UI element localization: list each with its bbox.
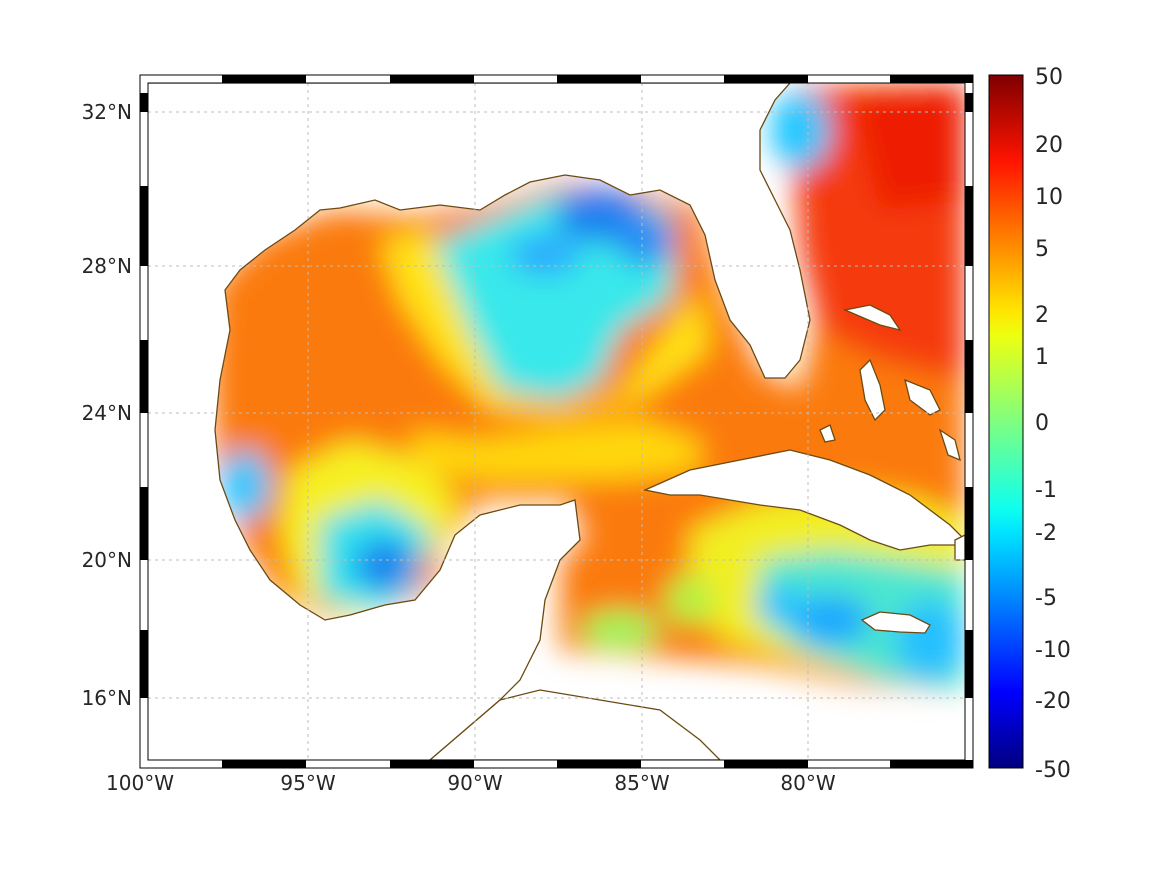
y-axis-ticks: 32°N 28°N 24°N 20°N 16°N — [82, 100, 132, 710]
map-frame — [139, 74, 974, 769]
colorbar-tick-label: -10 — [1035, 638, 1071, 663]
y-tick-label: 32°N — [82, 100, 132, 124]
colorbar-tick-label: -2 — [1035, 521, 1057, 546]
colorbar-tick-label: -5 — [1035, 586, 1057, 611]
colorbar-ticks: 50 20 10 5 2 1 0 -1 -2 -5 -10 -20 -50 — [1035, 65, 1071, 783]
y-tick-label: 24°N — [82, 401, 132, 425]
colorbar-tick-label: 10 — [1035, 185, 1063, 210]
x-tick-label: 100°W — [106, 771, 174, 795]
x-axis-ticks: 100°W 95°W 90°W 85°W 80°W — [106, 771, 836, 795]
colorbar-tick-label: 5 — [1035, 237, 1049, 262]
ocean-data-field — [212, 85, 965, 690]
colorbar: 50 20 10 5 2 1 0 -1 -2 -5 -10 -20 -50 — [988, 65, 1071, 783]
x-tick-label: 85°W — [614, 771, 669, 795]
y-tick-label: 20°N — [82, 548, 132, 572]
colorbar-tick-label: 1 — [1035, 345, 1049, 370]
colorbar-tick-label: 50 — [1035, 65, 1063, 90]
map-grid — [148, 83, 965, 760]
colorbar-tick-label: 20 — [1035, 133, 1063, 158]
colorbar-tick-label: -50 — [1035, 758, 1071, 783]
map-plot-area — [148, 83, 965, 760]
y-tick-label: 16°N — [82, 686, 132, 710]
x-tick-label: 90°W — [447, 771, 502, 795]
y-tick-label: 28°N — [82, 254, 132, 278]
colorbar-tick-label: 0 — [1035, 411, 1049, 436]
colorbar-tick-label: 2 — [1035, 303, 1049, 328]
x-tick-label: 95°W — [280, 771, 335, 795]
colorbar-tick-label: -20 — [1035, 689, 1071, 714]
colorbar-gradient — [988, 74, 1024, 769]
land-mask — [148, 83, 965, 760]
x-tick-label: 80°W — [780, 771, 835, 795]
colorbar-tick-label: -1 — [1035, 478, 1057, 503]
